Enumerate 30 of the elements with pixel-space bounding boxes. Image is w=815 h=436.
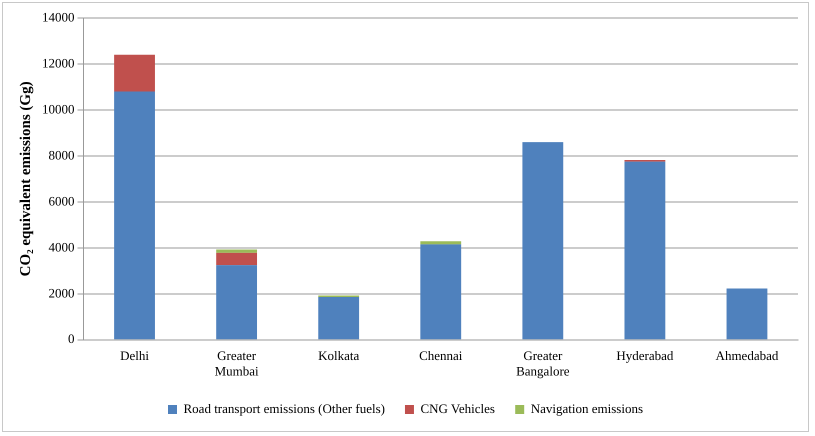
bar [420,244,462,340]
bar [216,265,258,340]
x-tick-label: Greater Mumbai [214,348,260,379]
bar [216,249,258,253]
y-tick-label: 10000 [42,101,74,116]
bar [420,241,462,244]
y-tick-label: 4000 [48,239,74,254]
y-axis-title: CO₂ equivalent emissions (Gg) [18,81,34,276]
x-tick-label: Chennai [419,348,463,364]
bar [114,92,155,340]
y-tick-label: 0 [68,331,74,346]
legend-label: CNG Vehicles [420,400,495,416]
x-tick-label: Kolkata [318,348,360,364]
bar [114,54,155,92]
bar [216,252,258,266]
y-tick-label: 6000 [48,193,74,208]
y-tick-label: 12000 [42,55,74,70]
x-tick-label: Delhi [120,348,150,364]
y-tick-label: 8000 [48,147,74,162]
bar [624,162,666,340]
bar [726,288,768,340]
bar [522,142,564,340]
x-tick-label: Greater Bangalore [516,348,570,379]
y-tick-label: 14000 [42,9,74,24]
legend-label: Navigation emissions [530,400,643,416]
y-tick-label: 2000 [48,285,74,300]
x-tick-label: Hyderabad [616,348,674,364]
legend-label: Road transport emissions (Other fuels) [184,400,385,416]
bar [318,297,360,340]
x-tick-label: Ahmedabad [716,348,779,364]
